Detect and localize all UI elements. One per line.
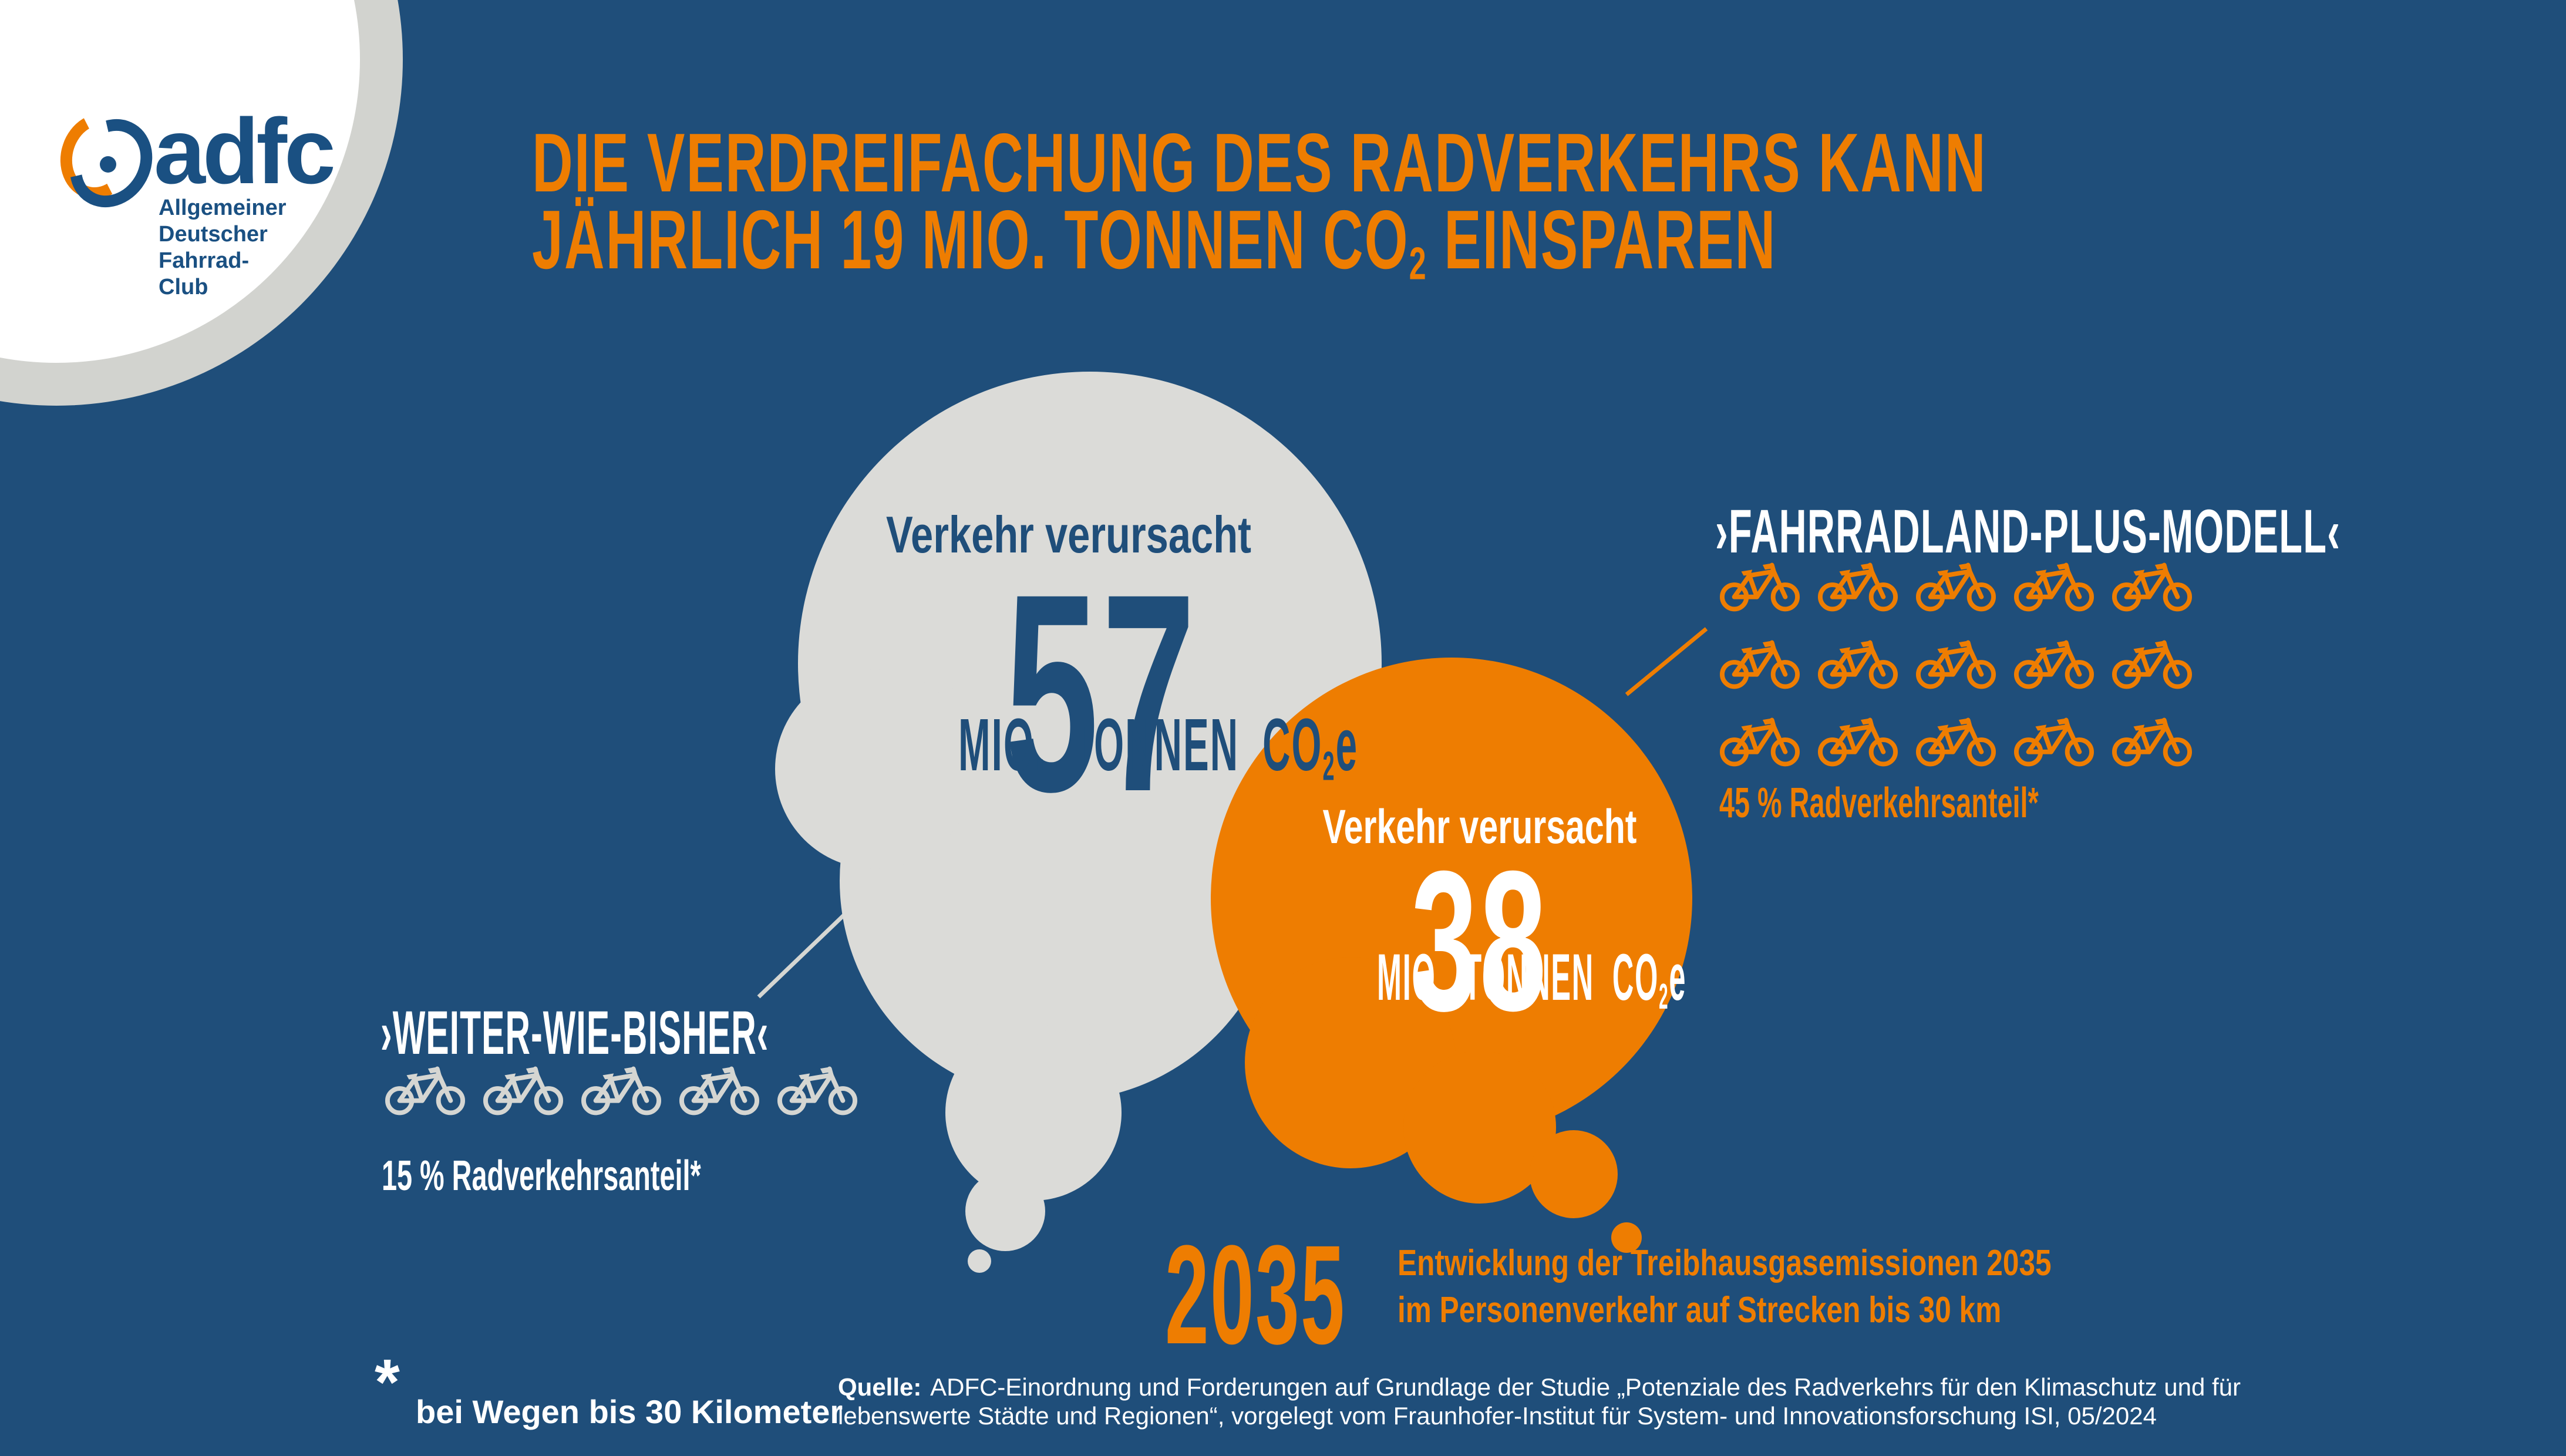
bike-icon	[385, 1066, 466, 1115]
caption-line2: im Personenverkehr auf Strecken bis 30 k…	[1398, 1290, 2002, 1330]
source-line1: Quelle: ADFC-Einordnung und Forderungen a…	[838, 1373, 2241, 1401]
logo-subtitle-line2: Fahrrad-Club	[159, 248, 250, 299]
bike-icon	[679, 1066, 760, 1115]
page-title-line2: JÄHRLICH 19 MIO. TONNEN CO2 EINSPAREN	[532, 193, 1777, 289]
bubble-blob	[1530, 1130, 1618, 1218]
baseline-unit: MIO. TONNEN CO2e	[958, 703, 1359, 789]
co2-subscript: 2	[1659, 976, 1669, 1017]
caption-line1: Entwicklung der Treibhausgasemissionen 2…	[1398, 1243, 2052, 1283]
target-value: 38	[1410, 830, 1549, 1053]
source-note: Quelle: ADFC-Einordnung und Forderungen a…	[838, 1373, 2241, 1430]
bike-icon	[2013, 640, 2094, 689]
scenario-left-bikes	[385, 1060, 860, 1118]
bubble-blob	[1611, 1222, 1642, 1253]
chart-caption: Entwicklung der Treibhausgasemissionen 2…	[1398, 1240, 2052, 1334]
bike-icon	[2112, 717, 2193, 767]
bike-icon	[1817, 562, 1898, 612]
target-intro: Verkehr verursacht	[1322, 800, 1637, 854]
logo-brand: adfc	[154, 100, 336, 203]
bike-icon	[581, 1066, 662, 1115]
footnote-mark: *	[375, 1346, 400, 1418]
bike-icon	[1719, 562, 1800, 612]
footnote-text: bei Wegen bis 30 Kilometer	[416, 1393, 843, 1430]
bike-icon	[1915, 562, 1996, 612]
bubble-blob	[968, 1249, 991, 1273]
source-line2: lebenswerte Städte und Regionen“, vorgel…	[838, 1402, 2157, 1430]
bike-icon	[2013, 562, 2094, 612]
bike-icon	[1719, 717, 1800, 767]
co2-subscript: 2	[1409, 237, 1427, 289]
baseline-intro: Verkehr verursacht	[886, 505, 1251, 564]
bike-icon	[2112, 640, 2193, 689]
logo-subtitle: Allgemeiner Deutscher Fahrrad-Club	[159, 195, 287, 301]
bubble-blob	[945, 1024, 1122, 1201]
page-title-line1: DIE VERDREIFACHUNG DES RADVERKEHRS KANN	[532, 116, 1987, 210]
bike-icon	[777, 1066, 858, 1115]
year-label: 2035	[1165, 1216, 1346, 1373]
logo-subtitle-line1: Allgemeiner Deutscher	[159, 196, 287, 247]
bike-icon	[1719, 640, 1800, 689]
adfc-wheel-icon	[49, 103, 169, 223]
bike-icon	[483, 1066, 564, 1115]
bike-icon	[1915, 640, 1996, 689]
bike-icon	[2013, 717, 2094, 767]
scenario-right-bikes	[1719, 557, 2195, 769]
bubble-blob	[965, 1171, 1045, 1251]
source-label: Quelle:	[838, 1373, 922, 1401]
connector-line-target	[1625, 627, 1708, 696]
wheel-hub-dot	[100, 156, 116, 173]
bike-icon	[1817, 640, 1898, 689]
bike-icon	[2112, 562, 2193, 612]
co2-subscript: 2	[1322, 743, 1336, 789]
bike-icon	[1817, 717, 1898, 767]
scenario-left-label: ›WEITER-WIE-BISHER‹	[380, 999, 769, 1067]
baseline-value: 57	[1005, 535, 1198, 850]
target-unit: MIO. TONNEN CO2e	[1377, 941, 1687, 1017]
scenario-right-share: 45 % Radverkehrsanteil*	[1719, 780, 2039, 827]
bubble-blob	[775, 669, 975, 869]
bike-icon	[1915, 717, 1996, 767]
scenario-right-label: ›FAHRRADLAND-PLUS-MODELL‹	[1715, 497, 2341, 566]
scenario-left-share: 15 % Radverkehrsanteil*	[382, 1152, 701, 1199]
